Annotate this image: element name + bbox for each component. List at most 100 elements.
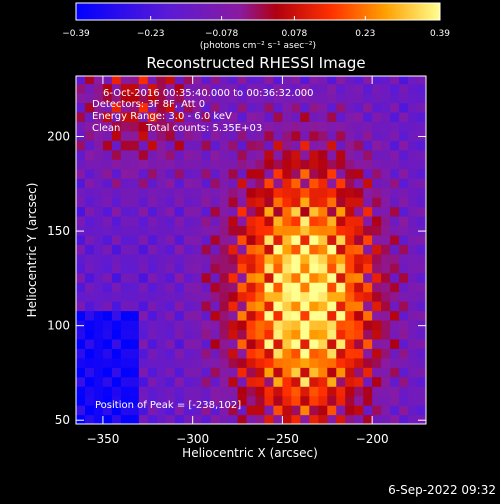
heatmap-cell xyxy=(381,130,391,141)
heatmap-cell xyxy=(399,301,409,312)
heatmap-cell xyxy=(255,405,266,416)
heatmap-cell xyxy=(246,225,257,236)
heatmap-cell xyxy=(102,395,113,406)
heatmap-cell xyxy=(201,76,212,85)
heatmap-cell xyxy=(219,386,230,397)
heatmap-cell xyxy=(273,178,284,189)
heatmap-cell xyxy=(399,76,409,85)
heatmap-cell xyxy=(390,376,400,387)
heatmap-cell xyxy=(138,76,149,85)
heatmap-cell xyxy=(156,244,167,255)
heatmap-cell xyxy=(93,253,104,264)
heatmap-cell xyxy=(381,159,391,170)
heatmap-cell xyxy=(192,338,203,349)
heatmap-cell xyxy=(381,149,391,160)
heatmap-cell xyxy=(174,102,185,113)
heatmap-cell xyxy=(354,291,364,302)
heatmap-cell xyxy=(156,291,167,302)
heatmap-cell xyxy=(129,168,140,179)
heatmap-cell xyxy=(300,282,310,293)
heatmap-cell xyxy=(354,348,364,359)
heatmap-cell xyxy=(111,244,122,255)
heatmap-cell xyxy=(228,130,239,141)
heatmap-cell xyxy=(219,253,230,264)
colorbar-tick-label: −0.39 xyxy=(62,29,90,39)
y-tick-label: 200 xyxy=(47,130,70,144)
heatmap-cell xyxy=(264,197,275,208)
heatmap-cell xyxy=(336,338,346,349)
heatmap-cell xyxy=(165,187,176,198)
heatmap-cell xyxy=(372,386,382,397)
heatmap-cell xyxy=(93,338,104,349)
heatmap-cell xyxy=(174,178,185,189)
heatmap-cell xyxy=(84,234,95,245)
heatmap-cell xyxy=(84,291,95,302)
heatmap-cell xyxy=(76,301,86,312)
heatmap-cell xyxy=(201,348,212,359)
heatmap-cell xyxy=(174,253,185,264)
heatmap-cell xyxy=(381,178,391,189)
heatmap-cell xyxy=(228,338,239,349)
heatmap-cell xyxy=(102,244,113,255)
heatmap-cell xyxy=(309,301,319,312)
heatmap-cell xyxy=(255,215,266,227)
heatmap-cell xyxy=(408,386,418,397)
heatmap-cell xyxy=(273,357,284,368)
heatmap-cell xyxy=(372,319,382,331)
heatmap-cell xyxy=(246,310,257,321)
heatmap-cell xyxy=(174,93,185,104)
colorbar xyxy=(75,2,441,21)
heatmap-cell xyxy=(246,367,257,378)
heatmap-cell xyxy=(345,367,355,378)
heatmap-cell xyxy=(318,253,328,264)
heatmap-cell xyxy=(93,215,104,227)
heatmap-cell xyxy=(147,272,158,283)
heatmap-cell xyxy=(237,234,248,245)
heatmap-cell xyxy=(390,111,400,122)
heatmap-cell xyxy=(102,234,113,245)
heatmap-cell xyxy=(264,206,275,217)
heatmap-cell xyxy=(237,272,248,283)
heatmap-cell xyxy=(372,282,382,293)
heatmap-cell xyxy=(300,234,310,245)
heatmap-cell xyxy=(165,206,176,217)
heatmap-cell xyxy=(327,187,337,198)
heatmap-cell xyxy=(219,83,230,94)
heatmap-cell xyxy=(372,234,382,245)
heatmap-cell xyxy=(399,376,409,387)
heatmap-cell xyxy=(399,178,409,189)
heatmap-cell xyxy=(300,244,310,255)
heatmap-cell xyxy=(300,215,310,227)
heatmap-cell xyxy=(363,282,373,293)
heatmap-cell xyxy=(318,386,328,397)
heatmap-cell xyxy=(318,130,328,141)
heatmap-cell xyxy=(273,282,284,293)
heatmap-cell xyxy=(345,282,355,293)
heatmap-cell xyxy=(273,395,284,406)
heatmap-cell xyxy=(390,140,400,151)
heatmap-cell xyxy=(417,102,426,113)
heatmap-cell xyxy=(327,225,337,236)
heatmap-cell xyxy=(120,121,131,132)
heatmap-cell xyxy=(300,272,310,283)
heatmap-cell xyxy=(237,263,248,274)
heatmap-cell xyxy=(300,168,310,179)
heatmap-cell xyxy=(219,178,230,189)
heatmap-cell xyxy=(372,121,382,132)
y-tick-label: 50 xyxy=(55,413,70,427)
heatmap-cell xyxy=(147,168,158,179)
heatmap-cell xyxy=(291,225,301,236)
heatmap-cell xyxy=(417,111,426,122)
heatmap-cell xyxy=(102,329,113,340)
heatmap-cell xyxy=(282,206,292,217)
heatmap-cell xyxy=(183,301,194,312)
heatmap-cell xyxy=(399,83,409,94)
heatmap-cell xyxy=(372,244,382,255)
heatmap-cell xyxy=(138,225,149,236)
heatmap-cell xyxy=(219,263,230,274)
heatmap-cell xyxy=(309,197,319,208)
heatmap-cell xyxy=(138,93,149,104)
heatmap-cell xyxy=(93,93,104,104)
heatmap-cell xyxy=(102,206,113,217)
heatmap-cell xyxy=(129,263,140,274)
